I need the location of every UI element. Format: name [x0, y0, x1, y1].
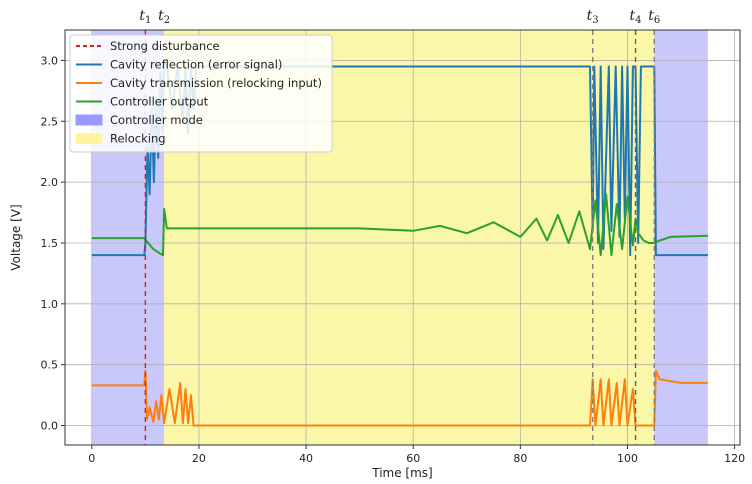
x-tick-label-1: 20: [192, 452, 206, 465]
y-tick-label-0: 0.0: [41, 420, 59, 433]
y-tick-label-2: 1.0: [41, 298, 59, 311]
y-tick-label-6: 3.0: [41, 54, 59, 67]
x-axis-label: Time [ms]: [371, 466, 433, 480]
series-line-1: [91, 369, 708, 427]
event-lines: [144, 30, 655, 445]
x-tick-label-0: 0: [88, 452, 95, 465]
plot-frame: [64, 29, 741, 446]
x-tick-label-2: 40: [299, 452, 313, 465]
y-tick-label-3: 1.5: [41, 237, 59, 250]
legend-label-0: Strong disturbance: [110, 39, 220, 53]
time-marker-0: t1: [139, 8, 151, 26]
axis-ticks: 0 20 40 60 80 100 120 0.0 0.5 1.0 1.5 2.0 2.5 3.0: [41, 54, 746, 465]
legend-label-4: Controller mode: [110, 113, 203, 127]
time-marker-3: t4: [630, 8, 642, 26]
x-tick-label-4: 80: [513, 452, 527, 465]
legend-label-5: Relocking: [110, 132, 166, 146]
y-tick-label-5: 2.5: [41, 115, 59, 128]
time-marker-2: t3: [587, 8, 599, 26]
x-tick-label-6: 120: [724, 452, 745, 465]
legend-swatch-5: [75, 133, 103, 144]
x-tick-label-5: 100: [617, 452, 638, 465]
time-markers: t1 t2 t3 t4 t6: [139, 8, 660, 26]
legend-label-1: Cavity reflection (error signal): [110, 58, 282, 72]
time-marker-1: t2: [158, 8, 170, 26]
legend-label-2: Cavity transmission (relocking input): [110, 76, 322, 90]
series-line-2: [91, 193, 708, 257]
y-tick-label-4: 2.0: [41, 176, 59, 189]
y-tick-label-1: 0.5: [41, 359, 59, 372]
legend-swatch-4: [75, 114, 103, 126]
legend-box: [69, 34, 333, 153]
time-marker-4: t6: [648, 8, 660, 26]
legend-label-3: Controller output: [110, 95, 209, 109]
x-tick-label-3: 60: [406, 452, 420, 465]
legend: Strong disturbance Cavity reflection (err…: [69, 34, 333, 153]
y-axis-label: Voltage [V]: [9, 204, 23, 270]
